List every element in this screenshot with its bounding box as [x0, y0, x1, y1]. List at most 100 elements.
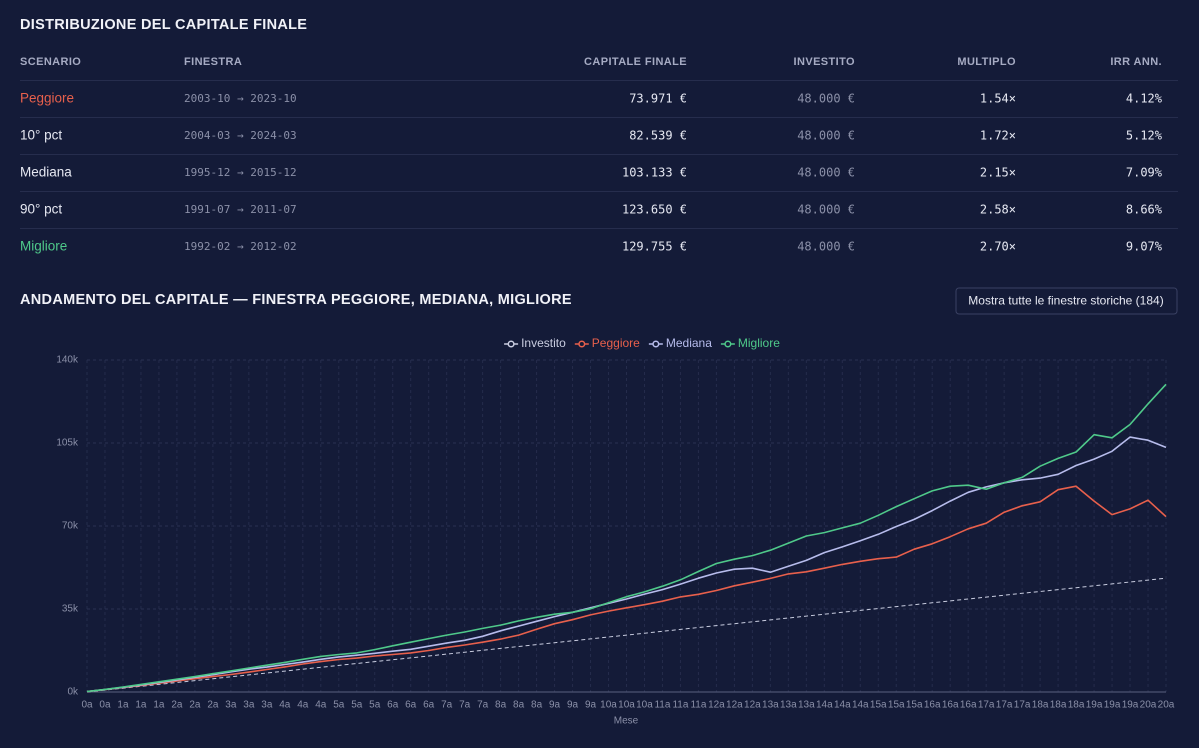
x-tick-label: 20a [1140, 700, 1157, 711]
x-tick-label: 16a [924, 700, 941, 711]
x-tick-label: 17a [1014, 700, 1031, 711]
table-cell: 1995-12 → 2015-12 [184, 166, 297, 179]
table-cell: 48.000 € [797, 166, 855, 180]
x-tick-label: 18a [1032, 700, 1049, 711]
x-tick-label: 2a [171, 700, 183, 711]
x-tick-label: 13a [798, 700, 815, 711]
x-tick-label: 0a [81, 700, 93, 711]
x-tick-label: 17a [978, 700, 995, 711]
x-tick-label: 3a [243, 700, 255, 711]
legend-marker [724, 340, 732, 348]
table-cell: 123.650 € [622, 203, 687, 217]
column-header: SCENARIO [20, 56, 81, 68]
table-cell: 7.09% [1126, 166, 1163, 180]
table-cell: 129.755 € [622, 240, 687, 254]
legend-label: Migliore [738, 336, 780, 350]
y-tick-label: 35k [62, 604, 79, 615]
table-cell: 4.12% [1126, 92, 1163, 106]
legend-label: Peggiore [592, 336, 640, 350]
chart-title: ANDAMENTO DEL CAPITALE — FINESTRA PEGGIO… [20, 292, 572, 308]
x-tick-label: 13a [780, 700, 797, 711]
x-tick-label: 11a [672, 700, 688, 711]
x-tick-label: 11a [690, 700, 706, 711]
scenario-name: Migliore [20, 239, 67, 254]
x-tick-label: 10a [618, 700, 635, 711]
x-tick-label: 1a [135, 700, 147, 711]
scenario-name: 90° pct [20, 202, 62, 217]
series-line [86, 577, 1167, 693]
x-tick-label: 4a [315, 700, 327, 711]
table-title: DISTRIBUZIONE DEL CAPITALE FINALE [20, 17, 307, 33]
x-tick-label: 18a [1050, 700, 1067, 711]
x-tick-label: 5a [369, 700, 381, 711]
table-cell: 48.000 € [797, 129, 855, 143]
x-tick-label: 7a [459, 700, 471, 711]
x-tick-label: 10a [600, 700, 617, 711]
column-header: MULTIPLO [957, 56, 1016, 68]
table-cell: 9.07% [1126, 240, 1163, 254]
x-tick-label: 8a [495, 700, 507, 711]
legend-marker [652, 340, 660, 348]
table-cell: 1991-07 → 2011-07 [184, 203, 297, 216]
x-tick-label: 7a [441, 700, 453, 711]
table-cell: 2.70× [980, 240, 1016, 254]
x-tick-label: 8a [531, 700, 543, 711]
show-all-button-label[interactable]: Mostra tutte le finestre storiche (184) [968, 294, 1163, 308]
table-cell: 103.133 € [622, 166, 687, 180]
table-cell: 2.15× [980, 166, 1016, 180]
column-header: INVESTITO [794, 56, 856, 68]
table-cell: 2003-10 → 2023-10 [184, 92, 297, 105]
table-cell: 1.72× [980, 129, 1016, 143]
series-line [86, 436, 1167, 693]
scenario-name: Mediana [20, 165, 72, 180]
x-tick-label: 9a [567, 700, 579, 711]
x-tick-label: 2a [207, 700, 219, 711]
x-tick-label: 10a [636, 700, 653, 711]
table-cell: 1992-02 → 2012-02 [184, 240, 297, 253]
x-tick-label: 2a [189, 700, 201, 711]
x-tick-label: 11a [654, 700, 670, 711]
table-cell: 73.971 € [629, 92, 687, 106]
x-tick-label: 13a [762, 700, 779, 711]
legend-marker [578, 340, 586, 348]
table-cell: 48.000 € [797, 240, 855, 254]
x-tick-label: 12a [726, 700, 743, 711]
x-tick-label: 9a [549, 700, 561, 711]
column-header: IRR ANN. [1110, 56, 1162, 68]
legend-marker [507, 340, 515, 348]
x-tick-label: 9a [585, 700, 597, 711]
series-line [86, 383, 1167, 693]
table-cell: 82.539 € [629, 129, 687, 143]
show-all-button[interactable] [955, 287, 1178, 315]
x-tick-label: 6a [405, 700, 417, 711]
column-header: FINESTRA [184, 56, 242, 68]
x-tick-label: 1a [153, 700, 165, 711]
x-tick-label: 18a [1068, 700, 1085, 711]
x-tick-label: 1a [117, 700, 129, 711]
x-tick-label: 3a [225, 700, 237, 711]
x-tick-label: 5a [351, 700, 363, 711]
table-cell: 8.66% [1126, 203, 1163, 217]
x-tick-label: 15a [888, 700, 905, 711]
y-tick-label: 70k [62, 521, 79, 532]
x-tick-label: 3a [261, 700, 273, 711]
x-tick-label: 4a [297, 700, 309, 711]
x-tick-label: 20a [1158, 700, 1175, 711]
x-tick-label: 8a [513, 700, 525, 711]
x-tick-label: 15a [906, 700, 923, 711]
table-cell: 1.54× [980, 92, 1016, 106]
y-tick-label: 0k [67, 687, 79, 698]
legend-label: Mediana [666, 336, 712, 350]
scenario-name: 10° pct [20, 128, 62, 143]
x-tick-label: 14a [852, 700, 869, 711]
x-axis-label: Mese [614, 716, 639, 727]
table-cell: 5.12% [1126, 129, 1163, 143]
column-header: CAPITALE FINALE [584, 56, 687, 68]
x-tick-label: 12a [708, 700, 725, 711]
scenario-name: Peggiore [20, 91, 74, 106]
x-tick-label: 16a [942, 700, 959, 711]
x-tick-label: 14a [834, 700, 851, 711]
legend-label: Investito [521, 336, 566, 350]
table-cell: 2.58× [980, 203, 1016, 217]
